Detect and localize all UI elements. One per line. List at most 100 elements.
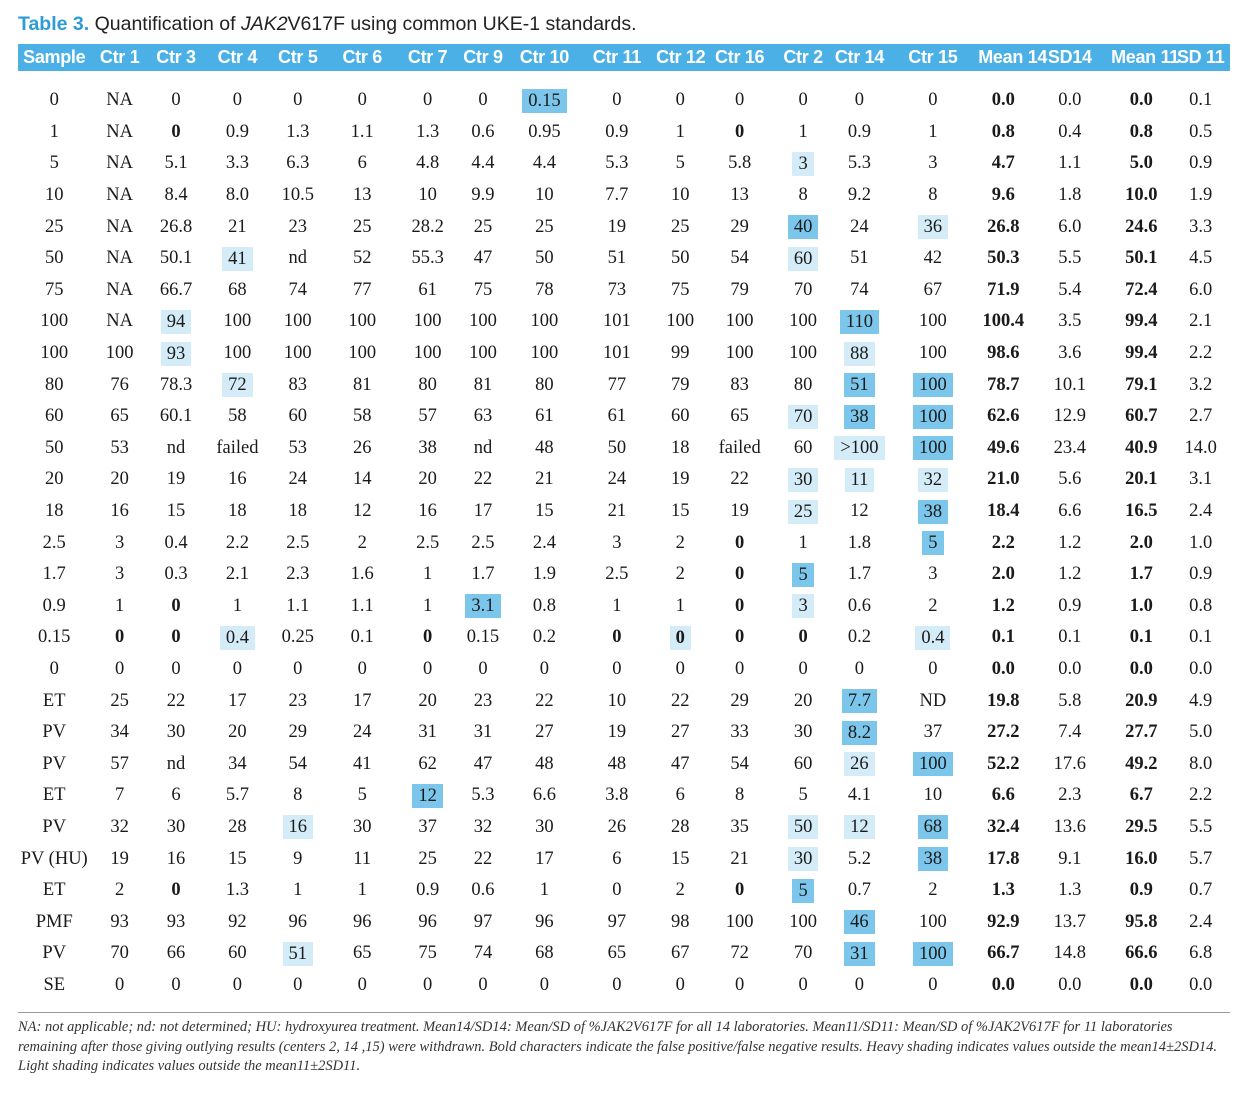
cell-value: 60 [793, 437, 813, 458]
cell-value: 0 [539, 974, 550, 995]
value-cell: 15 [511, 496, 577, 528]
value-cell: 26 [578, 812, 657, 844]
cell-value: SE [43, 974, 66, 995]
cell-value: 2.2 [225, 532, 249, 553]
value-cell: 60.1 [149, 401, 203, 433]
value-cell: 30 [775, 464, 831, 496]
sample-cell: 10 [18, 180, 90, 212]
value-cell: 67 [888, 275, 979, 307]
value-cell: 100 [704, 338, 774, 370]
cell-value: 92.9 [987, 911, 1020, 932]
value-cell: 60 [775, 433, 831, 465]
cell-value: 0 [423, 658, 433, 679]
value-cell: 0 [90, 622, 148, 654]
value-cell: nd [149, 433, 203, 465]
cell-value: 10 [535, 185, 554, 206]
value-cell: 2.5 [455, 527, 511, 559]
cell-value: 20 [418, 469, 437, 490]
value-cell: 4.9 [1171, 685, 1230, 717]
cell-value: 23 [288, 690, 308, 711]
cell-value: 27.7 [1125, 722, 1158, 743]
value-cell: 0.4 [888, 622, 979, 654]
cell-value: 54 [730, 753, 749, 774]
value-cell: 20 [400, 685, 454, 717]
value-cell: 2.3 [1029, 780, 1112, 812]
cell-value: 10 [671, 185, 690, 206]
value-cell: 1 [203, 591, 271, 623]
value-cell: 6.3 [272, 148, 324, 180]
cell-value: 35 [730, 816, 749, 837]
value-cell: 16 [400, 496, 454, 528]
value-cell: 6 [149, 780, 203, 812]
value-cell: 21 [578, 496, 657, 528]
value-cell: 0.4 [203, 622, 271, 654]
value-cell: 17.8 [978, 843, 1028, 875]
cell-value: 1.0 [1189, 532, 1213, 553]
value-cell: 22 [511, 685, 577, 717]
table-row: 25 NA 26.8 21 23 25 28.2 25 25 19 25 29 40 24 36 26.8 6.… [18, 211, 1230, 243]
value-cell: 51 [272, 938, 324, 970]
value-cell: 20 [203, 717, 271, 749]
cell-value: 21 [535, 469, 554, 490]
value-cell: 0.0 [1171, 654, 1230, 686]
cell-value: ND [919, 690, 947, 711]
value-cell: 5 [775, 875, 831, 907]
value-cell: 5 [888, 527, 979, 559]
cell-value: 100 [725, 343, 754, 364]
cell-value: 2 [115, 880, 125, 901]
value-cell: 47 [455, 748, 511, 780]
cell-value: 68 [917, 815, 949, 840]
cell-value: 74 [288, 279, 308, 300]
cell-value: 13.6 [1053, 816, 1086, 837]
value-cell: 15 [656, 496, 704, 528]
cell-value: 0 [854, 90, 865, 111]
cell-value: 0 [171, 974, 181, 995]
value-cell: 70 [775, 275, 831, 307]
cell-value: 0.0 [1129, 658, 1153, 679]
cell-value: 1 [612, 595, 622, 616]
cell-value: 61 [418, 279, 437, 300]
value-cell: 2 [324, 527, 401, 559]
cell-value: 0.0 [1129, 974, 1153, 995]
cell-value: 48 [607, 753, 627, 774]
value-cell: failed [704, 433, 774, 465]
cell-value: 9.1 [1058, 848, 1082, 869]
value-cell: 0.2 [831, 622, 887, 654]
value-cell: ND [888, 685, 979, 717]
table-row: PV 57 nd 34 54 41 62 47 48 48 47 54 60 26 100 52.2 17.6 4… [18, 748, 1230, 780]
value-cell: 0 [149, 71, 203, 117]
value-cell: 22 [455, 843, 511, 875]
value-cell: 53 [272, 433, 324, 465]
value-cell: 5.5 [1171, 812, 1230, 844]
value-cell: 3.1 [1171, 464, 1230, 496]
cell-value: 0 [928, 90, 938, 111]
value-cell: 0.4 [1029, 117, 1112, 149]
value-cell: 17 [203, 685, 271, 717]
value-cell: 9.2 [831, 180, 887, 212]
cell-value: 42 [923, 248, 943, 269]
value-cell: 20.1 [1111, 464, 1171, 496]
cell-value: 5 [49, 153, 59, 174]
cell-value: 2.1 [225, 564, 249, 585]
cell-value: 5.8 [728, 153, 752, 174]
value-cell: 0 [578, 875, 657, 907]
cell-value: 0.5 [1189, 121, 1213, 142]
value-cell: 81 [455, 369, 511, 401]
cell-value: 81 [352, 374, 372, 395]
cell-value: 3.1 [465, 594, 501, 619]
value-cell: 5.7 [203, 780, 271, 812]
cell-value: 27 [535, 722, 554, 743]
value-cell: 0 [578, 654, 657, 686]
value-cell: 100 [888, 401, 979, 433]
value-cell: 27 [511, 717, 577, 749]
cell-value: 100 [913, 373, 953, 398]
value-cell: 38 [831, 401, 887, 433]
value-cell: 74 [272, 275, 324, 307]
cell-value: 12 [352, 501, 372, 522]
value-cell: 0 [272, 970, 324, 1002]
value-cell: 24 [578, 464, 657, 496]
cell-value: 68 [228, 279, 247, 300]
cell-value: 38 [418, 437, 437, 458]
value-cell: 10 [888, 780, 979, 812]
cell-value: 50 [787, 815, 819, 840]
